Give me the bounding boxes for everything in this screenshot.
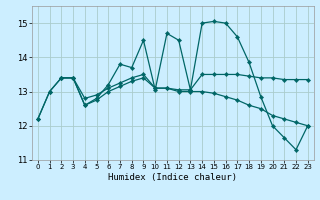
X-axis label: Humidex (Indice chaleur): Humidex (Indice chaleur) bbox=[108, 173, 237, 182]
